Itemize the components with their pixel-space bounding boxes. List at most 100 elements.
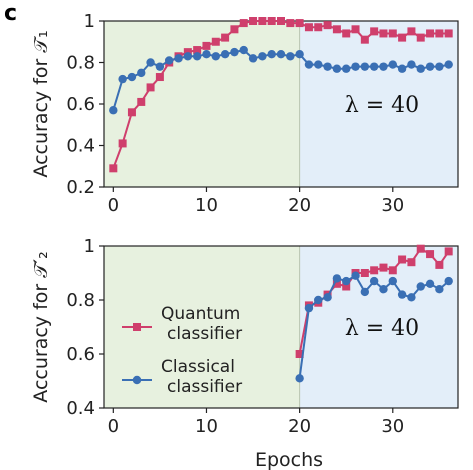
- classical-point: [444, 60, 453, 69]
- quantum-point: [360, 35, 369, 44]
- classical-point: [202, 50, 211, 59]
- quantum-point: [351, 25, 360, 34]
- classical-point: [416, 64, 425, 73]
- y-tick-label: 0.8: [66, 53, 95, 74]
- bottom-panel: 0 10 20 30 0.4 0.6 0.8 1 Accuracy for 𝒯′₂ Epochs λ…: [30, 236, 459, 470]
- quantum-point: [277, 17, 285, 25]
- classical-point: [342, 276, 351, 286]
- legend-label-line2: classifier: [167, 377, 242, 397]
- quantum-point: [407, 27, 416, 36]
- legend-marker: [133, 323, 141, 331]
- quantum-point: [118, 139, 127, 148]
- classical-point: [388, 276, 397, 286]
- classical-point: [369, 276, 379, 286]
- legend-label-line1: Classical: [161, 357, 235, 377]
- quantum-point: [342, 282, 351, 291]
- quantum-point: [388, 29, 397, 38]
- classical-point: [425, 279, 435, 288]
- classical-point: [295, 374, 304, 383]
- classical-point: [323, 62, 332, 71]
- y-tick-label: 1: [84, 11, 95, 32]
- classical-point: [276, 50, 286, 59]
- lambda-annotation: λ = 40: [345, 316, 419, 341]
- test-region: [299, 21, 458, 187]
- quantum-point: [304, 23, 313, 32]
- classical-point: [407, 293, 416, 302]
- classical-point: [267, 50, 276, 59]
- classical-point: [192, 52, 202, 61]
- classical-point: [230, 47, 239, 57]
- y-axis-label: Accuracy for 𝒯′₂: [30, 251, 52, 402]
- classical-point: [379, 285, 388, 294]
- x-tick-label: 10: [195, 416, 218, 437]
- classical-point: [155, 62, 165, 71]
- quantum-point: [258, 17, 267, 25]
- classical-point: [183, 52, 193, 61]
- classical-point: [248, 54, 258, 63]
- test-region: [299, 246, 458, 408]
- classical-point: [379, 62, 388, 71]
- classical-point: [332, 64, 342, 73]
- quantum-point: [211, 37, 220, 46]
- quantum-point: [398, 33, 407, 42]
- x-tick-label: 0: [108, 416, 119, 437]
- classical-point: [304, 303, 314, 313]
- quantum-point: [342, 29, 351, 38]
- quantum-point: [426, 29, 435, 38]
- classical-series: [109, 45, 453, 115]
- classical-point: [388, 60, 397, 69]
- classical-point: [146, 58, 155, 67]
- y-tick-label: 0.4: [66, 398, 95, 419]
- plot-frame: [103, 245, 459, 409]
- quantum-point: [407, 258, 416, 267]
- classical-point: [323, 293, 332, 302]
- legend-label-line1: Quantum: [161, 304, 240, 324]
- quantum-point: [155, 73, 164, 82]
- x-tick-label: 20: [288, 416, 311, 437]
- quantum-point: [398, 255, 407, 264]
- classical-point: [342, 64, 351, 73]
- top-panel: 0 10 20 30 0.2 0.4 0.6 0.8 1 Accuracy for 𝒯₁ λ = 4…: [30, 11, 459, 216]
- y-tick-label: 0.2: [66, 177, 95, 198]
- quantum-point: [193, 46, 202, 55]
- quantum-point: [323, 21, 332, 30]
- x-tick-label: 30: [381, 195, 404, 216]
- classical-point: [435, 285, 444, 294]
- quantum-point: [127, 108, 136, 117]
- quantum-point: [435, 260, 444, 269]
- classical-point: [425, 62, 435, 71]
- classical-point: [416, 282, 425, 291]
- classical-point: [397, 64, 407, 73]
- quantum-point: [295, 350, 304, 358]
- classical-point: [360, 62, 370, 71]
- classical-point: [258, 52, 267, 61]
- quantum-point: [370, 27, 379, 36]
- y-axis-label: Accuracy for 𝒯₁: [30, 30, 52, 177]
- x-axis-label: Epochs: [255, 449, 323, 470]
- y-tick-label: 0.6: [66, 344, 95, 365]
- quantum-point: [444, 247, 453, 256]
- classical-point: [360, 287, 370, 297]
- quantum-point: [444, 29, 453, 38]
- classical-point: [304, 60, 314, 69]
- quantum-point: [416, 33, 425, 42]
- classical-point: [295, 50, 304, 59]
- quantum-point: [286, 19, 295, 28]
- quantum-point: [332, 25, 341, 34]
- quantum-point: [267, 17, 276, 25]
- quantum-point: [416, 244, 425, 253]
- quantum-point: [137, 97, 146, 106]
- y-tick-label: 0.4: [66, 136, 95, 157]
- quantum-point: [221, 33, 230, 42]
- quantum-point: [360, 269, 369, 277]
- classical-point: [118, 74, 127, 84]
- classical-point: [444, 276, 453, 286]
- y-tick-label: 0.8: [66, 290, 95, 311]
- classical-point: [109, 106, 118, 115]
- classical-point: [397, 290, 407, 299]
- classical-point: [351, 62, 360, 71]
- panel-letter: c: [4, 1, 17, 26]
- quantum-point: [109, 164, 118, 173]
- quantum-point: [388, 266, 397, 275]
